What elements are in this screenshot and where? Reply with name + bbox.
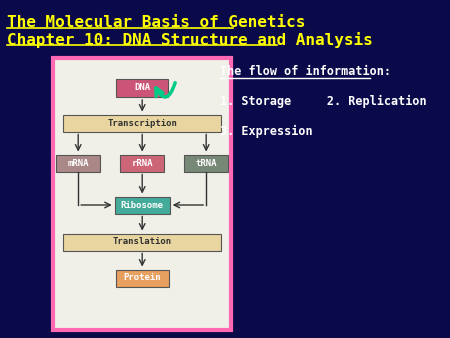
FancyBboxPatch shape xyxy=(56,154,100,171)
Text: mRNA: mRNA xyxy=(68,159,89,168)
Text: The Molecular Basis of Genetics: The Molecular Basis of Genetics xyxy=(7,15,306,30)
FancyBboxPatch shape xyxy=(115,196,170,214)
Text: Translation: Translation xyxy=(112,238,172,246)
Text: Transcription: Transcription xyxy=(107,119,177,127)
FancyBboxPatch shape xyxy=(63,234,221,250)
Text: The flow of information:: The flow of information: xyxy=(220,65,392,78)
FancyBboxPatch shape xyxy=(117,79,168,97)
Text: 3. Expression: 3. Expression xyxy=(220,125,313,138)
Text: Ribosome: Ribosome xyxy=(121,200,164,210)
FancyBboxPatch shape xyxy=(63,115,221,131)
FancyBboxPatch shape xyxy=(120,154,164,171)
Text: Protein: Protein xyxy=(123,273,161,283)
FancyBboxPatch shape xyxy=(184,154,229,171)
Text: Chapter 10: DNA Structure and Analysis: Chapter 10: DNA Structure and Analysis xyxy=(7,32,373,48)
FancyBboxPatch shape xyxy=(116,269,169,287)
FancyArrowPatch shape xyxy=(156,83,175,97)
Text: rRNA: rRNA xyxy=(131,159,153,168)
Text: 1. Storage     2. Replication: 1. Storage 2. Replication xyxy=(220,95,427,108)
Text: DNA: DNA xyxy=(134,83,150,93)
FancyBboxPatch shape xyxy=(53,58,231,330)
Text: tRNA: tRNA xyxy=(195,159,217,168)
